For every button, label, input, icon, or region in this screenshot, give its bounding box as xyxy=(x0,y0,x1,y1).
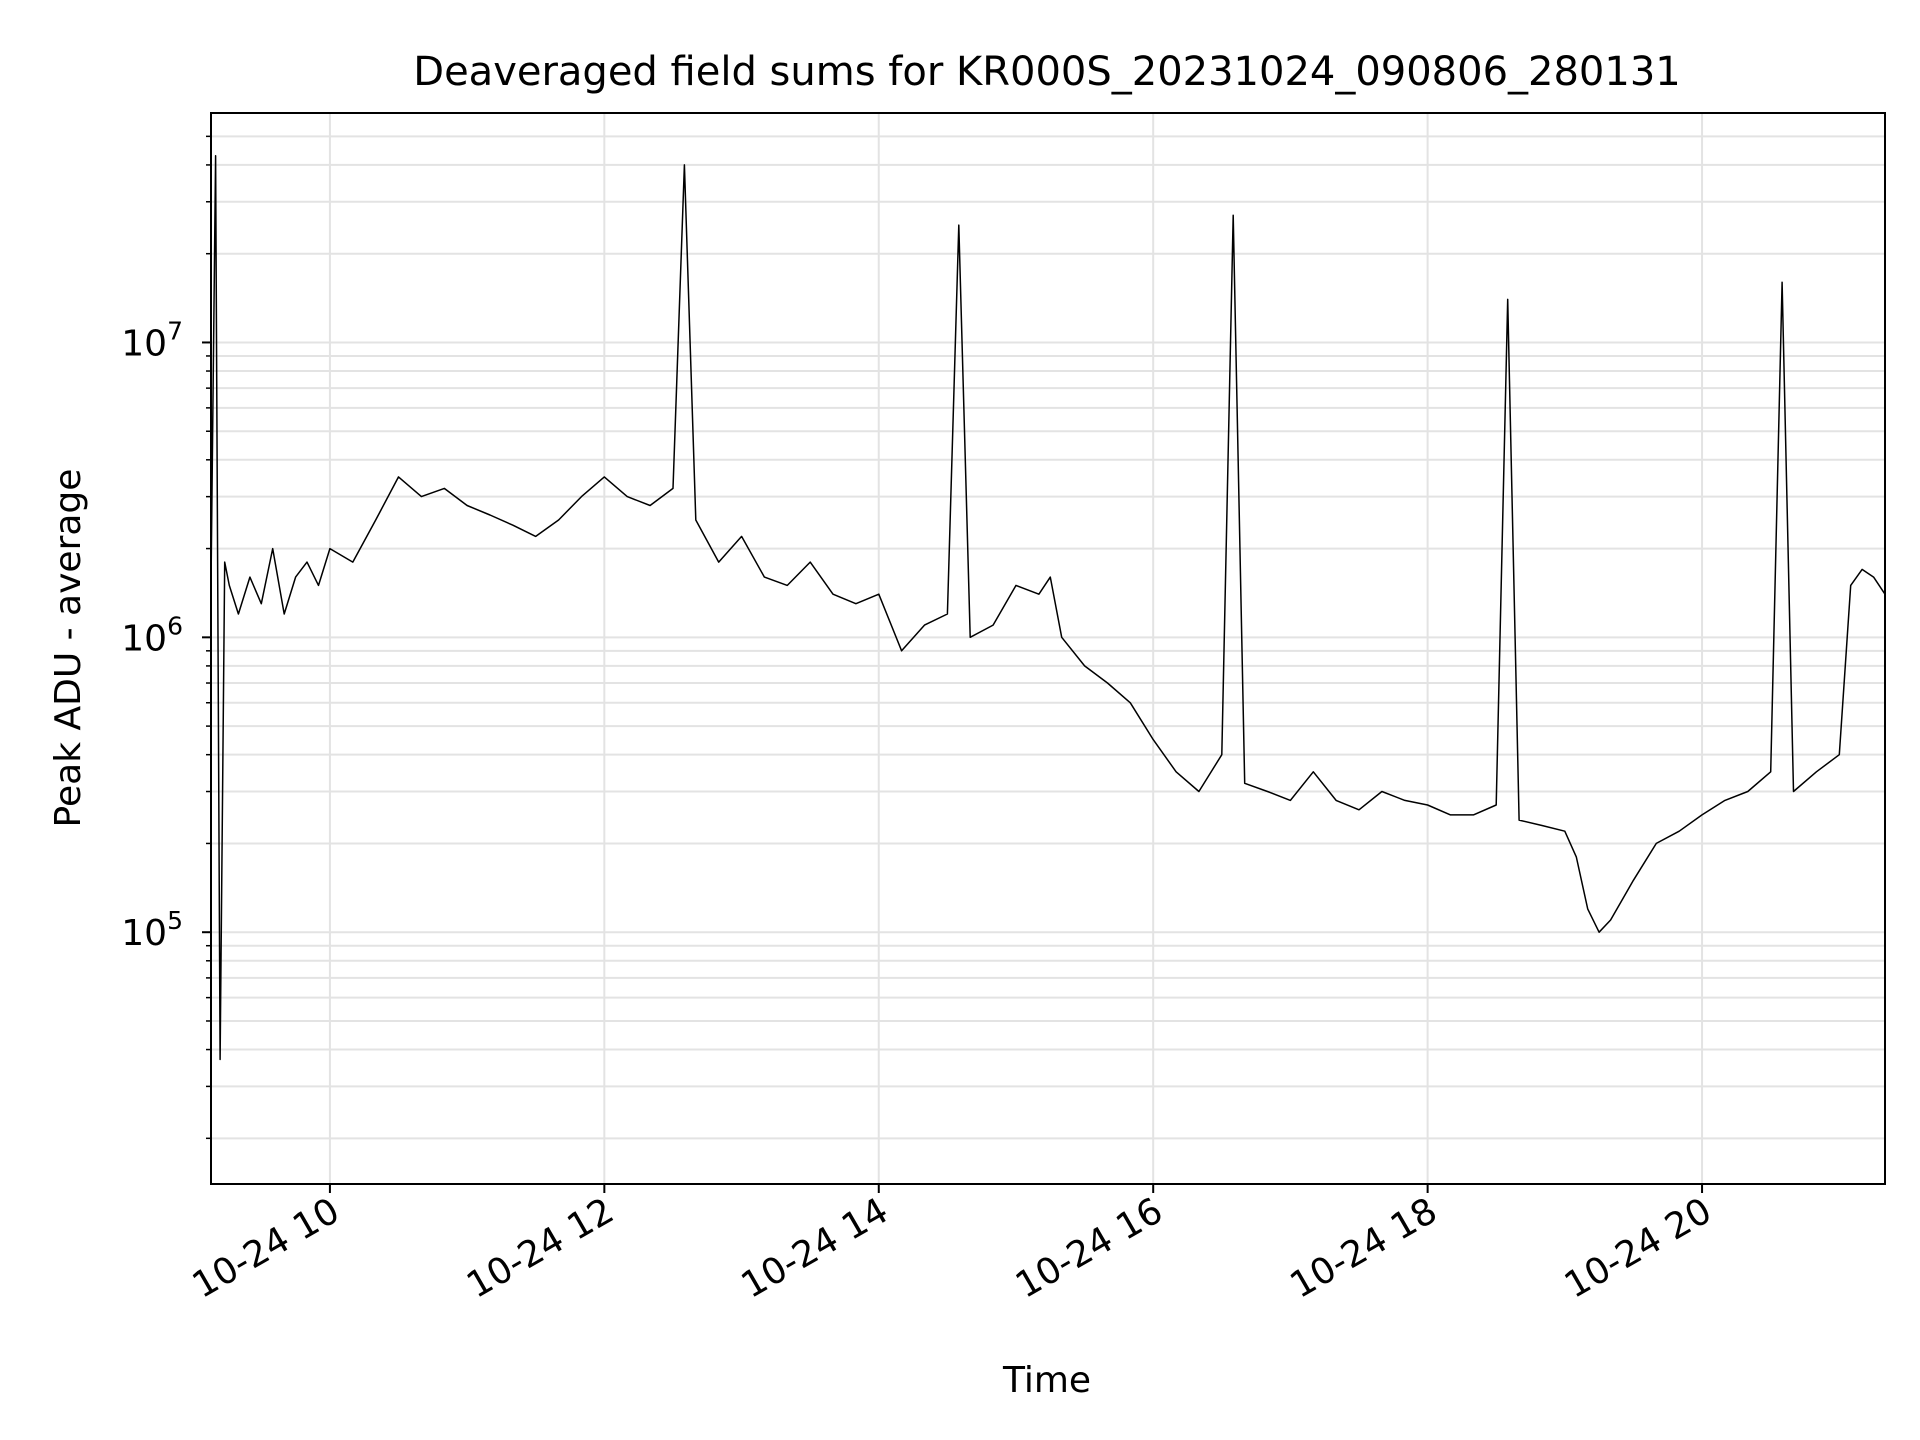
y-tick-label: 107 xyxy=(121,316,183,364)
plot-frame xyxy=(210,112,1886,1185)
y-axis-label: Peak ADU - average xyxy=(48,469,89,828)
y-tick-label: 106 xyxy=(121,611,183,659)
chart-title: Deaveraged field sums for KR000S_2023102… xyxy=(413,49,1680,95)
grid xyxy=(211,113,1885,1184)
y-axis: 105 106 107 xyxy=(121,135,211,1140)
series-layer xyxy=(210,154,1886,1061)
x-axis-label: Time xyxy=(1002,1360,1091,1401)
data-series-line xyxy=(210,154,1886,1061)
y-tick-label: 105 xyxy=(121,906,183,954)
